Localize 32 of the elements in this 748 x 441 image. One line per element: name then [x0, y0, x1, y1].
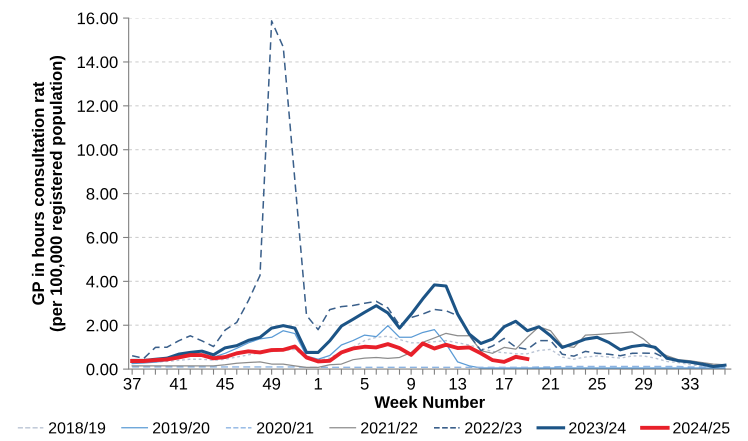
x-tick-label: 33 — [681, 378, 699, 390]
y-tick-label: 0.00 — [86, 364, 118, 376]
x-tick-label: 21 — [542, 378, 560, 390]
x-tick-label: 13 — [450, 378, 466, 390]
x-tick-label: 37 — [124, 378, 141, 390]
y-tick-label: 8.00 — [86, 188, 118, 200]
x-tick-label: 29 — [635, 378, 652, 390]
y-tick-label: 12.00 — [78, 100, 118, 112]
x-tick-label: 41 — [170, 378, 188, 390]
legend-label: 2021/22 — [361, 422, 418, 434]
y-axis-title: GP in hours consultation rat (per 100,000 registered population) — [32, 56, 66, 332]
x-tick-label: 45 — [216, 378, 234, 390]
y-tick-label: 6.00 — [86, 232, 118, 244]
y-tick-label: 14.00 — [78, 56, 118, 68]
x-tick-label: 5 — [360, 378, 369, 390]
legend-label: 2020/21 — [257, 422, 314, 434]
x-tick-label: 25 — [588, 378, 606, 390]
legend-label: 2019/20 — [153, 422, 210, 434]
x-tick-label: 49 — [262, 378, 280, 390]
x-tick-label: 9 — [407, 378, 415, 390]
legend-label: 2024/25 — [673, 422, 730, 434]
x-tick-label: 17 — [496, 378, 513, 390]
legend-label: 2023/24 — [569, 422, 626, 434]
y-tick-label: 4.00 — [86, 276, 118, 288]
legend-label: 2022/23 — [465, 422, 522, 434]
x-tick-label: 1 — [314, 378, 322, 390]
line-series — [130, 342, 530, 364]
y-tick-label: 10.00 — [78, 144, 118, 156]
x-axis-title: Week Number — [374, 396, 485, 408]
y-tick-label: 2.00 — [86, 320, 118, 332]
legend-label: 2018/19 — [48, 422, 106, 434]
y-tick-label: 16.00 — [78, 12, 118, 24]
